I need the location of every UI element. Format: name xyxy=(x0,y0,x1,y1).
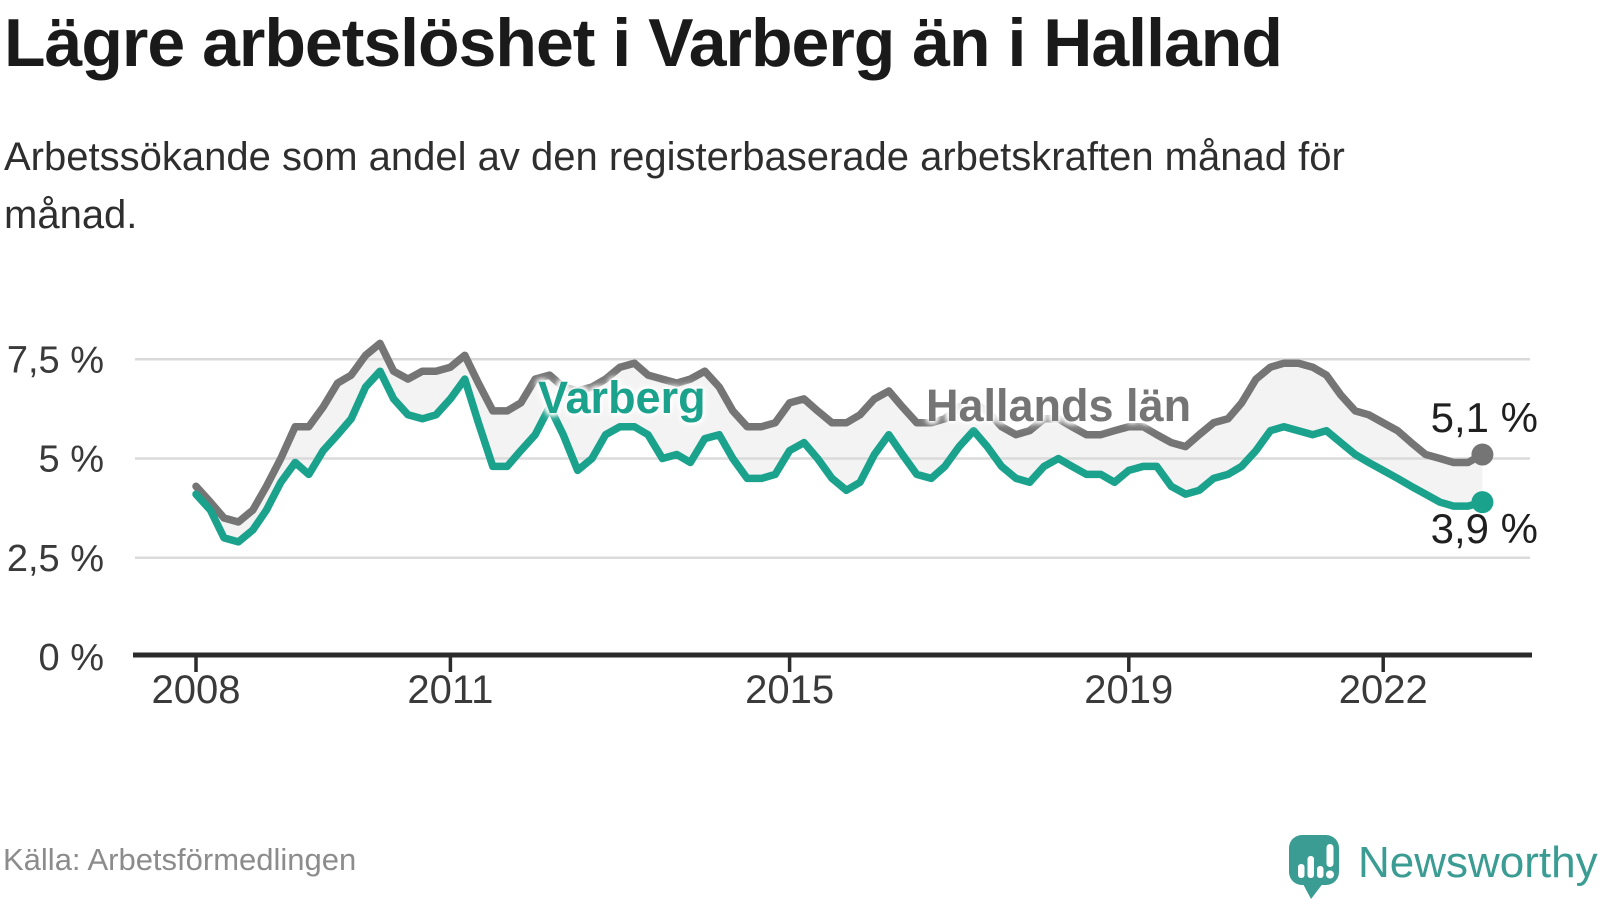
y-tick-label: 2,5 % xyxy=(7,538,104,580)
source-note: Källa: Arbetsförmedlingen xyxy=(3,842,357,877)
brand-name: Newsworthy xyxy=(1358,838,1598,887)
end-value-label-hallands-lan: 5,1 % xyxy=(1430,394,1538,441)
x-tick-label: 2011 xyxy=(407,668,493,712)
x-tick-label: 2022 xyxy=(1339,668,1428,712)
series-label-hallands-lan: Hallands län xyxy=(926,380,1192,431)
chart-title: Lägre arbetslöshet i Varberg än i Hallan… xyxy=(4,5,1283,81)
y-tick-label: 7,5 % xyxy=(7,339,104,381)
chart-subtitle: Arbetssökande som andel av den registerb… xyxy=(4,135,1345,237)
varberg-end-dot xyxy=(1471,491,1494,514)
varberg-line xyxy=(192,367,1487,546)
y-tick-label: 0 % xyxy=(39,637,104,679)
band-fill xyxy=(196,343,1483,542)
x-tick-label: 2015 xyxy=(745,668,834,712)
end-value-label-varberg: 3,9 % xyxy=(1430,505,1538,552)
series-label-varberg: Varberg xyxy=(538,372,706,423)
x-tick-label: 2008 xyxy=(152,668,241,712)
newsworthy-logo: Newsworthy xyxy=(1288,834,1598,900)
newsworthy-logo-icon xyxy=(1289,835,1339,899)
y-tick-label: 5 % xyxy=(39,439,104,481)
hallands-lan-line xyxy=(192,339,1487,526)
hallands-lan-end-dot xyxy=(1471,443,1494,466)
x-tick-label: 2019 xyxy=(1084,668,1173,712)
